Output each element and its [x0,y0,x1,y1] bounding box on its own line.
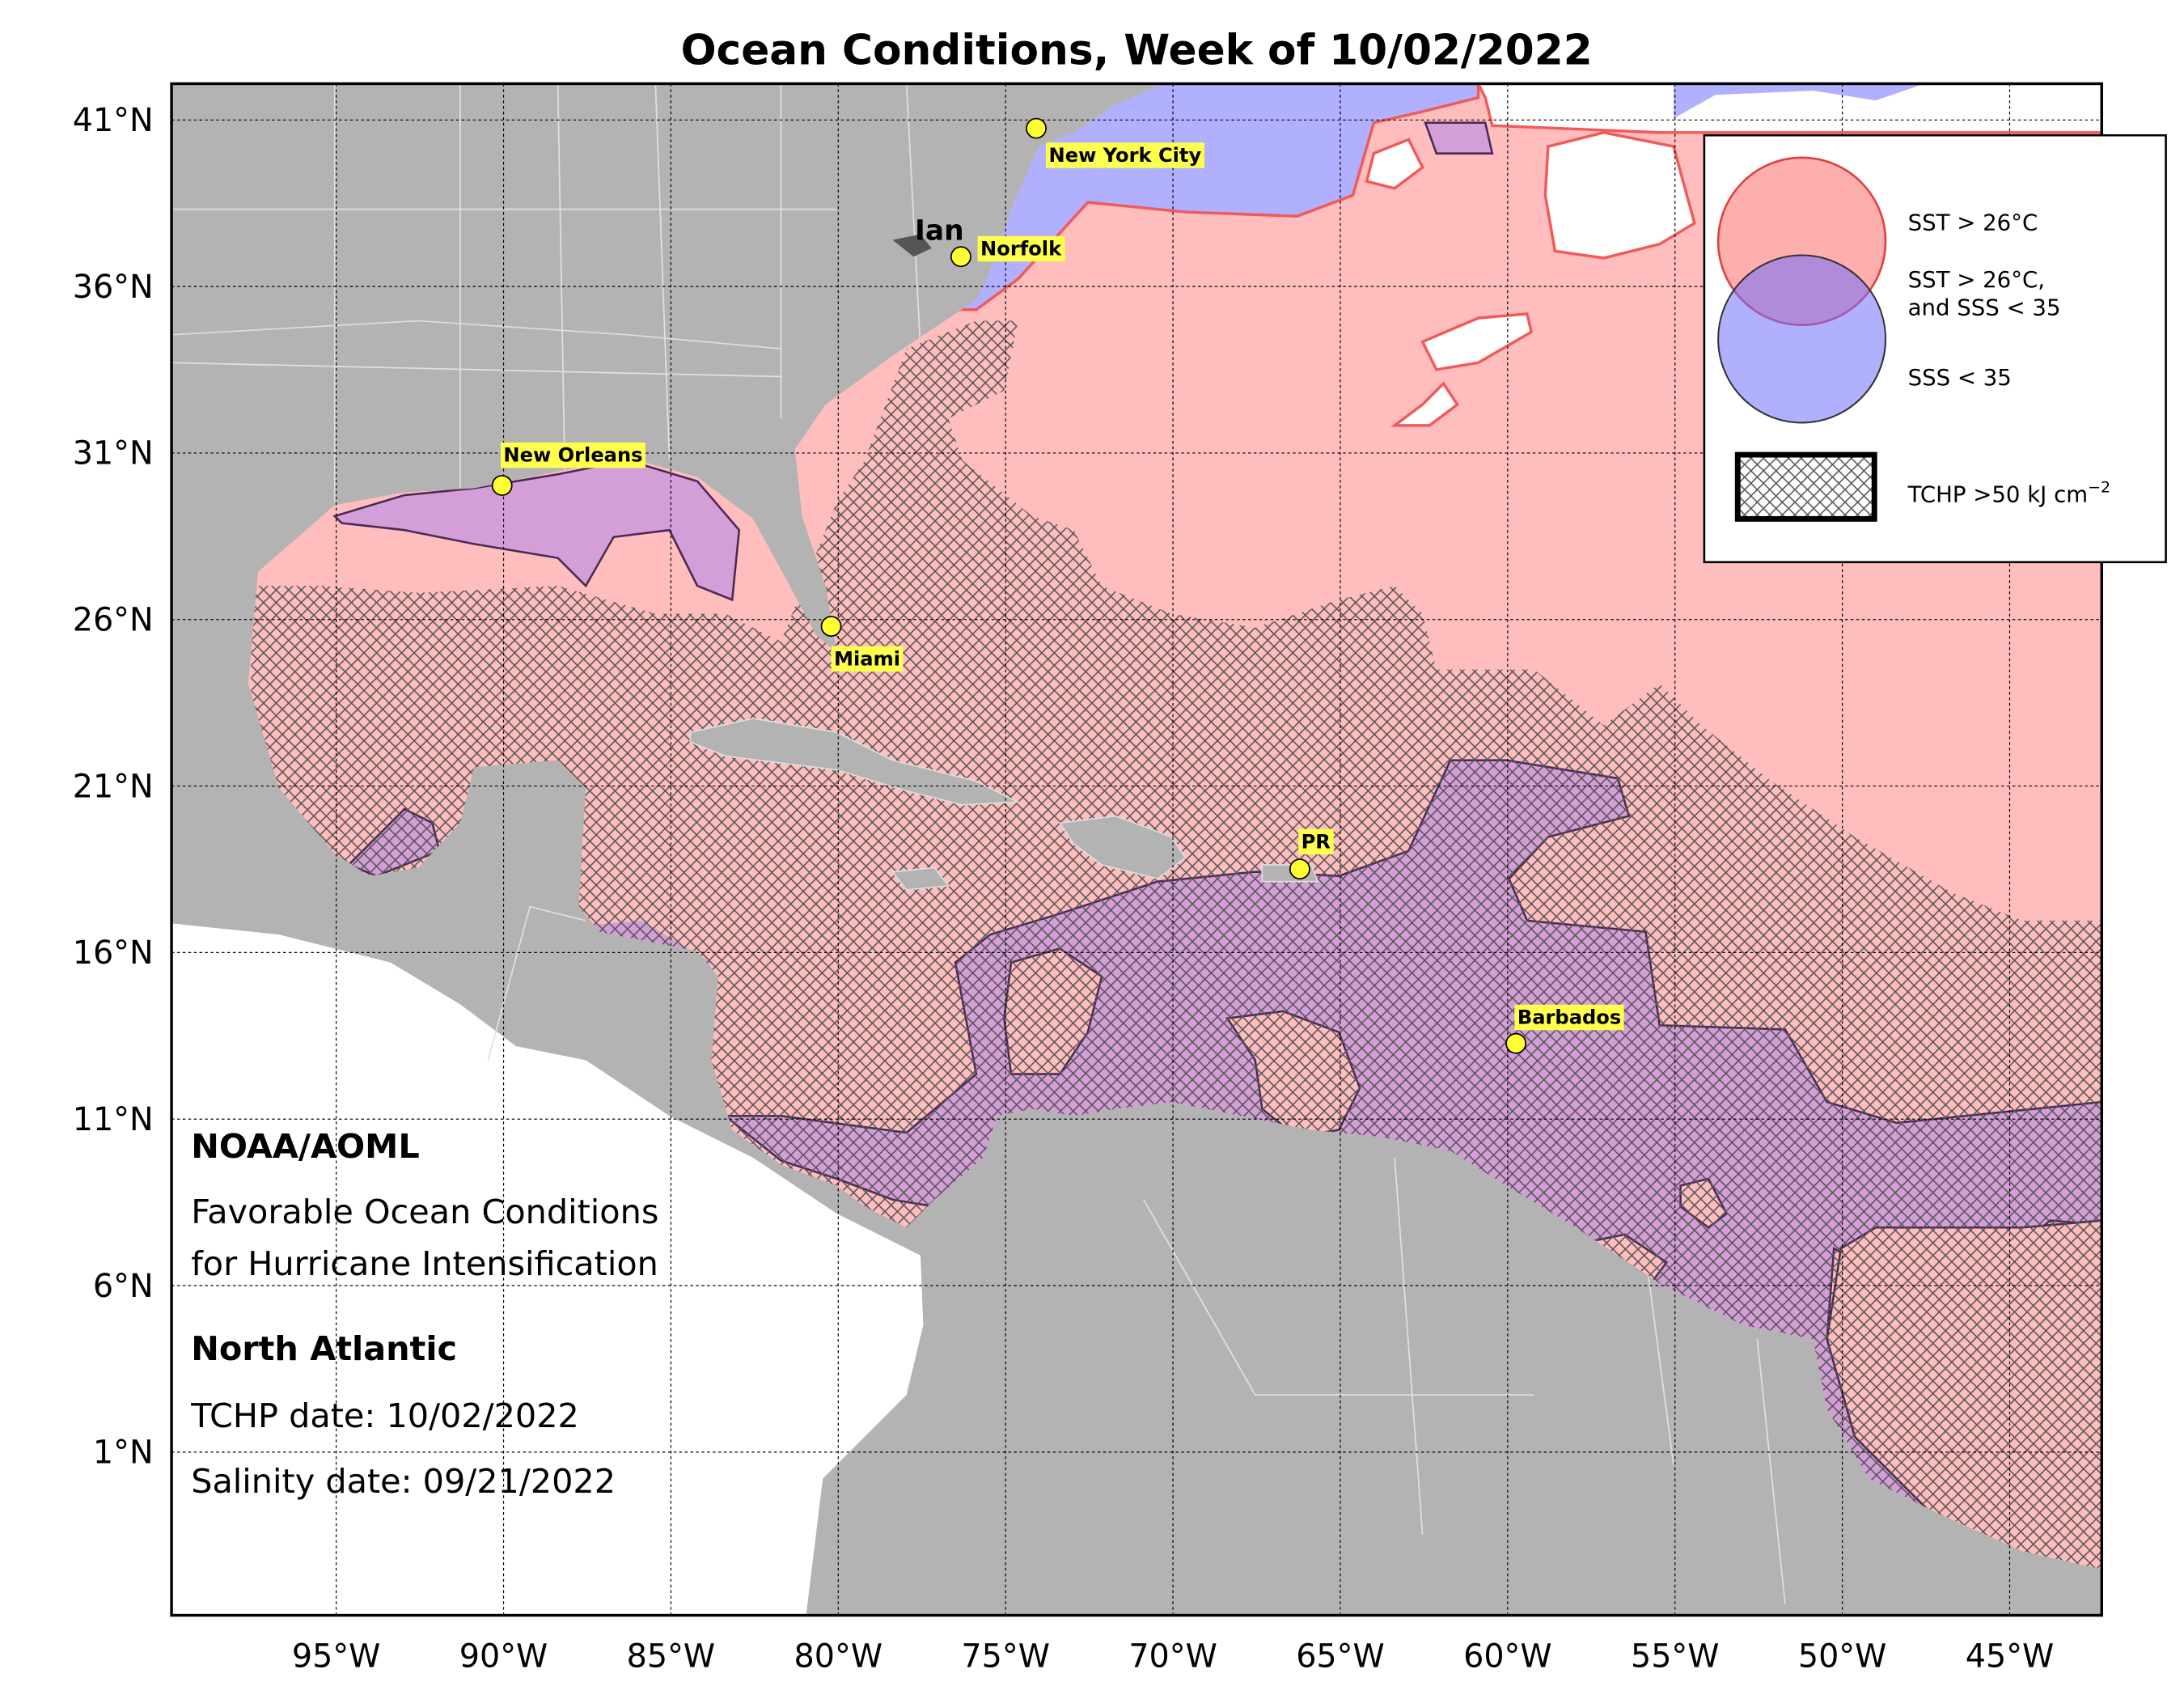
city-label-box [1298,828,1334,854]
legend-label: SST > 26°C [1908,209,2038,235]
city-label-box [977,235,1065,262]
info-box: NOAA/AOML Favorable Ocean Conditions for… [190,1127,658,1501]
storm-track [892,234,932,257]
border [171,320,781,350]
salinity-date: Salinity date: 09/21/2022 [191,1462,616,1501]
lon-tick-label: 75°W [961,1638,1049,1675]
low-salinity [946,83,1480,311]
legend: SST > 26°C SST > 26°C, and SSS < 35 SSS … [1703,133,2167,564]
warm-fresh [332,459,741,602]
legend-tchp [1734,451,1877,522]
city-label-box [1514,1004,1624,1031]
lon-tick-label: 45°W [1966,1638,2054,1675]
city-label: PR [1302,830,1331,853]
jamaica [891,866,950,891]
cities: New York City Norfolk New Orleans Miami … [491,117,1624,1054]
cool-water [1365,138,1424,190]
lon-tick-label: 85°W [627,1638,715,1675]
lat-tick-label: 11°N [73,1101,154,1138]
org: NOAA/AOML [191,1127,419,1166]
city-label: Barbados [1517,1006,1621,1029]
city-marker [1289,858,1310,880]
city-label: Norfolk [980,238,1062,261]
legend-text: TCHP >50 kJ cm [1907,481,2088,508]
lon-tick-label: 70°W [1128,1638,1217,1675]
pacific [171,923,924,1616]
lon-tick-label: 60°W [1463,1638,1551,1675]
lon-tick-label: 65°W [1296,1638,1384,1675]
storm-label: Ian [915,215,964,248]
cool-water [1390,381,1460,427]
low-salinity [1673,83,1925,119]
lat-tick-label: 1°N [93,1434,154,1472]
city-label-box [1046,142,1204,168]
warm-fresh [1424,121,1494,155]
city-label-box [831,646,904,672]
lon-tick-label: 50°W [1798,1638,1886,1675]
cool-water [1543,131,1696,260]
city-marker [820,616,842,638]
lat-tick-label: 36°N [73,269,154,306]
lat-tick-label: 26°N [73,602,154,639]
tchp-date: TCHP date: 10/02/2022 [190,1396,579,1435]
city-label: New York City [1049,144,1202,167]
legend-superscript: −2 [2088,479,2110,497]
hispaniola [1058,815,1187,880]
cuba [689,718,1021,806]
grid [171,83,2102,1616]
city-marker [491,475,513,496]
lat-tick-label: 16°N [73,934,154,972]
legend-label: TCHP >50 kJ cm−2 [1907,479,2110,508]
map-title: Ocean Conditions, Week of 10/02/2022 [681,26,1593,74]
region: North Atlantic [191,1329,457,1368]
lat-tick-label: 21°N [73,768,154,805]
description: Favorable Ocean Conditions [191,1193,658,1231]
legend-label: SSS < 35 [1908,364,2012,391]
lon-tick-label: 95°W [292,1638,380,1675]
city-marker [1026,117,1047,139]
lat-tick-label: 6°N [93,1268,154,1305]
legend-label: SST > 26°C, [1908,266,2045,293]
lon-tick-label: 80°W [794,1638,882,1675]
description: for Hurricane Intensification [191,1244,658,1283]
legend-label: and SSS < 35 [1908,294,2061,321]
city-marker [1505,1032,1527,1054]
city-label-box [500,442,645,468]
border [171,83,1786,1604]
legend-sss [1717,254,1887,424]
city-label: Miami [834,647,900,670]
city-label: New Orleans [503,444,642,467]
map-frame [170,82,2103,1617]
lon-tick-label: 90°W [459,1638,548,1675]
city-marker [950,246,971,268]
lon-tick-label: 55°W [1631,1638,1719,1675]
cool-water [1420,312,1534,371]
lat-tick-label: 31°N [73,435,154,472]
lat-tick-label: 41°N [73,102,154,139]
tick-labels: 95°W 90°W 85°W 80°W 75°W 70°W 65°W 60°W 55°W 50°W… [73,102,2054,1675]
